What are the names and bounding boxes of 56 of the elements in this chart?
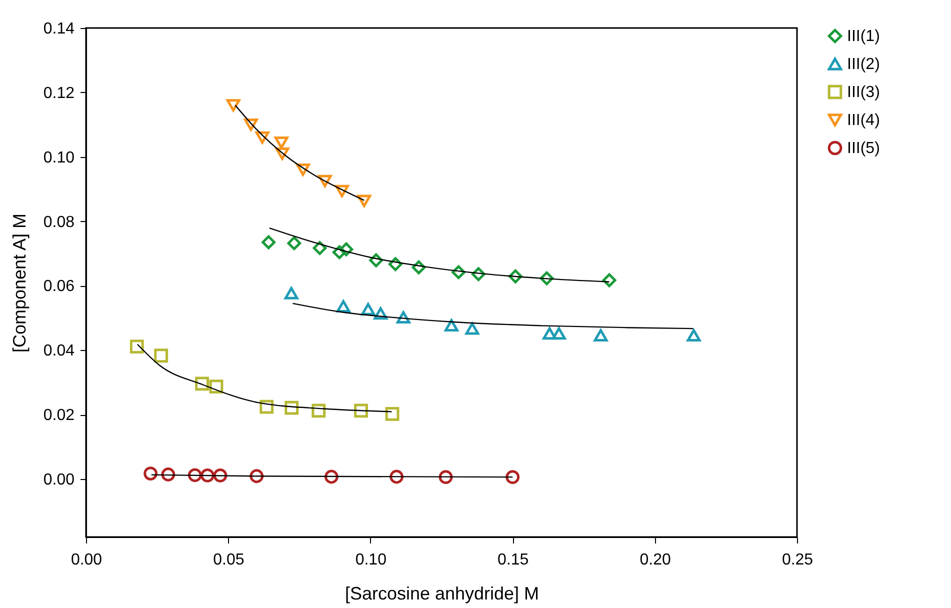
- point: [144, 466, 158, 480]
- point: [357, 194, 372, 208]
- y-tick-label: 0.12: [43, 84, 75, 102]
- legend-label: III(3): [847, 84, 880, 101]
- point: [195, 376, 209, 391]
- y-tick-label: 0.10: [43, 149, 75, 166]
- point: [552, 327, 566, 340]
- point: [396, 311, 410, 324]
- point: [262, 235, 276, 250]
- point: [318, 174, 332, 188]
- x-tick-label: 0.25: [782, 552, 814, 568]
- point: [312, 404, 326, 418]
- point: [336, 300, 350, 313]
- point: [287, 236, 302, 250]
- point: [255, 131, 270, 144]
- x-tick-label: 0.10: [355, 552, 387, 568]
- y-tick-label: 0.04: [43, 342, 75, 360]
- legend-label: III(5): [847, 140, 880, 157]
- point: [602, 273, 616, 288]
- legend-label: III(1): [847, 28, 880, 45]
- x-tick-label: 0.15: [498, 552, 529, 568]
- point: [594, 329, 608, 342]
- x-axis-title: [Sarcosine anhydride] M: [344, 584, 540, 604]
- point: [452, 265, 466, 280]
- point: [354, 404, 368, 418]
- point: [296, 164, 310, 176]
- point: [385, 406, 400, 421]
- legend-label: III(4): [847, 112, 880, 129]
- x-tick-label: 0.20: [640, 552, 671, 568]
- point: [154, 348, 168, 363]
- point: [284, 286, 298, 300]
- point: [540, 271, 554, 286]
- point: [209, 380, 224, 394]
- point: [465, 322, 480, 335]
- point: [361, 303, 376, 316]
- y-tick-label: 0.00: [43, 472, 75, 489]
- point: [686, 329, 701, 342]
- point: [244, 118, 258, 131]
- x-tick-label: 0.00: [70, 552, 102, 568]
- y-tick-label: 0.02: [43, 407, 75, 424]
- point: [130, 340, 144, 354]
- y-tick-label: 0.14: [43, 20, 75, 38]
- point: [506, 470, 520, 484]
- y-tick-label: 0.08: [43, 214, 75, 231]
- y-tick-label: 0.06: [43, 278, 75, 296]
- point: [274, 136, 288, 149]
- point: [508, 269, 522, 284]
- x-tick-label: 0.05: [213, 552, 244, 568]
- point: [412, 260, 426, 274]
- point: [284, 400, 299, 415]
- point: [226, 99, 240, 112]
- point: [260, 400, 274, 414]
- point: [369, 253, 384, 268]
- legend-label: III(2): [847, 56, 880, 73]
- point: [542, 327, 557, 340]
- y-axis-title: [Component A] M: [9, 213, 30, 353]
